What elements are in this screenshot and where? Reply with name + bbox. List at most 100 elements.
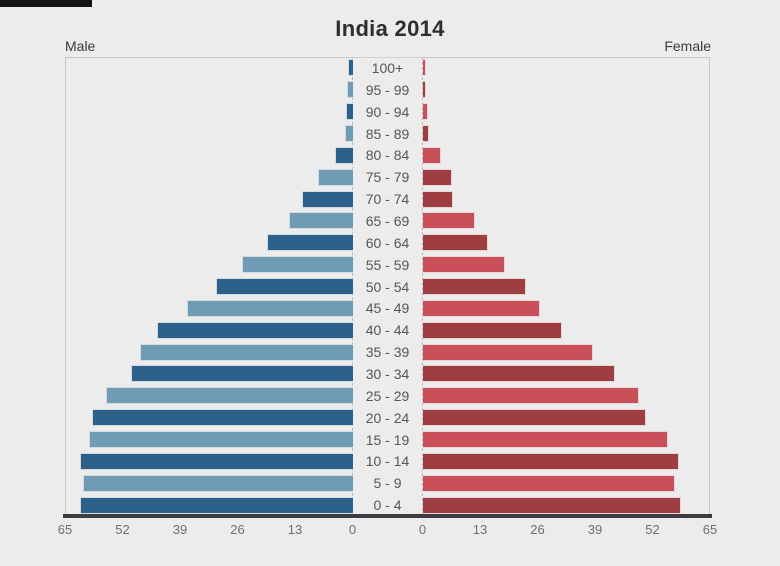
age-group-label: 35 - 39: [365, 344, 410, 361]
age-group-label: 95 - 99: [365, 81, 410, 98]
axis-tick-label: 26: [230, 522, 245, 537]
female-bar-cell: [422, 319, 711, 341]
male-bar-15-19: [88, 431, 353, 449]
male-bar-cell: [65, 232, 353, 254]
male-axis-ticks: 65 52 39 26 13 0: [58, 522, 356, 540]
female-bar-65-69: [422, 212, 475, 230]
male-bar-50-54: [216, 278, 353, 296]
pyramid-chart: 100+ 95 - 99 90 - 94 85 - 89 80 - 84 75 - 79 7…: [65, 57, 710, 516]
age-group-label: 90 - 94: [365, 103, 410, 120]
axis-tick-label: 13: [472, 522, 488, 537]
pyramid-row: 5 - 9: [65, 472, 710, 494]
male-bar-100+: [347, 59, 353, 77]
female-bar-15-19: [422, 431, 668, 449]
female-bar-100+: [422, 59, 426, 77]
male-bar-20-24: [92, 409, 353, 427]
male-bar-75-79: [318, 168, 353, 186]
pyramid-row: 0 - 4: [65, 494, 710, 516]
pyramid-row: 40 - 44: [65, 319, 710, 341]
axis-tick-label: 26: [530, 522, 545, 537]
male-bar-cell: [65, 385, 353, 407]
female-bar-cell: [422, 123, 711, 145]
age-group-label: 55 - 59: [365, 256, 410, 273]
female-bar-cell: [422, 407, 711, 429]
pyramid-row: 65 - 69: [65, 210, 710, 232]
age-group-label: 100+: [371, 59, 404, 76]
male-bar-90-94: [346, 103, 353, 121]
female-bar-55-59: [422, 256, 505, 274]
female-bar-cell: [422, 254, 711, 276]
axis-tick-label: 39: [172, 522, 188, 537]
male-bar-cell: [65, 429, 353, 451]
pyramid-row: 15 - 19: [65, 429, 710, 451]
male-bar-0-4: [80, 496, 353, 514]
age-group-label: 25 - 29: [365, 387, 410, 404]
female-bar-0-4: [422, 496, 681, 514]
pyramid-row: 100+: [65, 57, 710, 79]
male-bar-cell: [65, 450, 353, 472]
age-group-label: 20 - 24: [365, 409, 410, 426]
male-bar-cell: [65, 341, 353, 363]
axis-tick-label: 39: [587, 522, 603, 537]
male-bar-85-89: [344, 125, 353, 142]
female-bar-50-54: [422, 278, 527, 296]
female-bar-cell: [422, 144, 711, 166]
female-bar-cell: [422, 363, 711, 385]
age-group-label: 15 - 19: [365, 431, 410, 448]
pyramid-row: 55 - 59: [65, 254, 710, 276]
male-bar-cell: [65, 276, 353, 298]
male-bar-cell: [65, 363, 353, 385]
female-axis-header: Female: [664, 38, 711, 54]
male-bar-cell: [65, 494, 353, 516]
female-bar-cell: [422, 101, 711, 123]
female-bar-95-99: [422, 81, 427, 99]
female-bar-40-44: [422, 321, 562, 339]
female-bar-60-64: [422, 234, 488, 252]
age-group-label: 45 - 49: [365, 300, 410, 317]
female-bar-cell: [422, 188, 711, 210]
pyramid-row: 75 - 79: [65, 166, 710, 188]
male-bar-cell: [65, 210, 353, 232]
male-bar-cell: [65, 144, 353, 166]
pyramid-row: 90 - 94: [65, 101, 710, 123]
age-group-label: 10 - 14: [365, 453, 410, 470]
male-bar-5-9: [83, 474, 353, 492]
age-group-label: 50 - 54: [365, 278, 410, 295]
male-bar-cell: [65, 188, 353, 210]
axis-tick-label: 52: [645, 522, 660, 537]
age-group-label: 5 - 9: [373, 475, 402, 492]
female-bar-cell: [422, 297, 711, 319]
pyramid-row: 20 - 24: [65, 407, 710, 429]
axis-tick-label: 13: [287, 522, 303, 537]
male-bar-10-14: [79, 452, 353, 470]
axis-tick-label: 65: [702, 522, 718, 537]
pyramid-row: 45 - 49: [65, 297, 710, 319]
female-bar-cell: [422, 429, 711, 451]
female-bar-cell: [422, 276, 711, 298]
female-bar-85-89: [422, 125, 430, 142]
pyramid-row: 85 - 89: [65, 123, 710, 145]
female-bar-45-49: [422, 299, 540, 317]
axis-tick-label: 52: [115, 522, 130, 537]
female-bar-30-34: [422, 365, 615, 383]
male-bar-cell: [65, 297, 353, 319]
male-bar-60-64: [267, 234, 353, 252]
male-bar-cell: [65, 79, 353, 101]
female-bar-cell: [422, 166, 711, 188]
screen-artifact-strip: [0, 0, 92, 7]
male-axis-header: Male: [65, 38, 96, 54]
pyramid-row: 30 - 34: [65, 363, 710, 385]
female-bar-35-39: [422, 343, 593, 361]
male-bar-80-84: [334, 146, 353, 164]
female-bar-20-24: [422, 409, 646, 427]
age-group-label: 85 - 89: [365, 125, 410, 142]
pyramid-row: 95 - 99: [65, 79, 710, 101]
female-bar-75-79: [422, 168, 452, 186]
male-bar-35-39: [139, 343, 353, 361]
female-bar-cell: [422, 385, 711, 407]
male-bar-cell: [65, 123, 353, 145]
male-bar-cell: [65, 166, 353, 188]
female-axis-ticks: 0 13 26 39 52 65: [419, 522, 717, 540]
pyramid-row: 80 - 84: [65, 144, 710, 166]
